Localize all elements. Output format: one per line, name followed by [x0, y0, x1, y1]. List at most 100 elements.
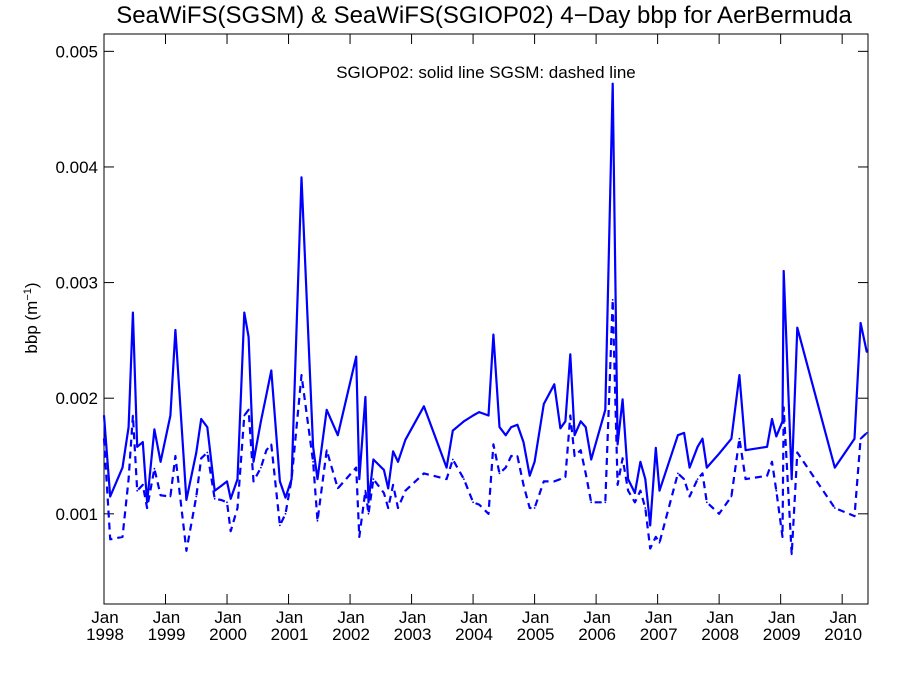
data-point-sgsm	[766, 474, 768, 477]
data-point-sgsm	[423, 472, 425, 475]
data-point-sgsm	[611, 299, 614, 301]
data-point-sgsm	[533, 507, 536, 509]
data-point-sgiop02	[270, 369, 273, 372]
data-point-sgsm	[790, 553, 793, 556]
series-line-sgiop02	[102, 82, 868, 527]
data-point-sgsm	[516, 455, 519, 457]
data-point-sgsm	[284, 512, 287, 515]
data-point-sgsm	[146, 507, 149, 509]
data-point-sgiop02	[220, 485, 222, 487]
data-point-sgiop02	[141, 441, 144, 443]
x-tick-year-label: 2006	[578, 625, 616, 644]
data-point-sgsm	[649, 547, 652, 550]
data-point-sgsm	[109, 538, 112, 541]
data-point-sgiop02	[621, 398, 624, 401]
data-point-sgiop02	[654, 447, 657, 449]
data-point-sgsm	[247, 408, 250, 411]
data-point-sgiop02	[696, 445, 699, 448]
data-point-sgsm	[853, 515, 856, 517]
data-point-sgsm	[569, 414, 572, 417]
data-point-sgsm	[355, 466, 358, 469]
x-tick-year-label: 2001	[271, 625, 309, 644]
data-point-sgiop02	[504, 434, 507, 437]
data-point-sgiop02	[688, 466, 691, 469]
data-point-sgiop02	[744, 449, 747, 452]
data-point-sgsm	[372, 478, 375, 480]
data-point-sgiop02	[252, 460, 255, 463]
plot-frame	[103, 33, 869, 605]
data-point-sgsm	[463, 478, 465, 480]
data-point-sgsm	[553, 480, 556, 483]
data-point-sgiop02	[300, 176, 303, 179]
x-tick-year-label: 2003	[394, 625, 432, 644]
data-point-sgiop02	[771, 418, 773, 420]
data-point-sgiop02	[559, 427, 562, 430]
data-point-sgsm	[658, 541, 661, 544]
data-point-sgiop02	[516, 423, 519, 426]
data-point-sgiop02	[127, 426, 130, 428]
data-point-sgsm	[705, 501, 708, 504]
data-point-sgsm	[270, 443, 273, 446]
data-point-sgiop02	[542, 403, 545, 405]
data-point-sgsm	[487, 512, 490, 515]
x-tick-month-label: Jan	[276, 608, 303, 627]
y-axis-label-exponent: −1	[22, 288, 34, 301]
data-point-sgsm	[781, 536, 784, 538]
data-point-sgiop02	[533, 460, 536, 463]
data-point-sgiop02	[174, 329, 177, 331]
data-point-sgiop02	[284, 496, 287, 499]
data-point-sgiop02	[109, 495, 112, 498]
x-tick-year-label: 2000	[209, 625, 247, 644]
data-point-sgsm	[616, 484, 619, 486]
data-point-sgsm	[206, 451, 209, 454]
data-point-sgsm	[564, 475, 567, 478]
data-point-sgsm	[290, 478, 293, 480]
data-point-sgsm	[701, 472, 704, 475]
data-point-sgiop02	[279, 480, 281, 483]
data-point-sgsm	[738, 437, 741, 440]
data-point-sgiop02	[683, 432, 685, 434]
data-point-sgsm	[621, 457, 624, 460]
data-point-sgsm	[634, 501, 636, 504]
data-point-sgsm	[169, 495, 172, 498]
x-tick-month-label: Jan	[460, 608, 487, 627]
data-point-sgiop02	[865, 351, 868, 353]
y-axis-label-main: bbp (m	[22, 301, 41, 354]
data-point-sgsm	[542, 480, 545, 483]
data-point-sgiop02	[833, 466, 836, 469]
data-point-sgiop02	[510, 426, 513, 428]
data-point-sgsm	[573, 455, 576, 457]
data-point-sgiop02	[604, 408, 607, 411]
x-tick-year-label: 2002	[332, 625, 370, 644]
data-point-sgiop02	[738, 374, 741, 376]
data-point-sgsm	[387, 507, 390, 509]
data-point-sgsm	[121, 536, 124, 538]
data-point-sgiop02	[423, 405, 425, 408]
data-point-sgiop02	[397, 460, 399, 463]
data-point-sgsm	[325, 449, 328, 452]
x-tick-month-label: Jan	[337, 608, 364, 627]
data-point-sgsm	[103, 437, 105, 440]
data-point-sgsm	[859, 437, 862, 440]
data-point-sgsm	[404, 489, 407, 492]
data-point-sgsm	[260, 466, 262, 469]
chart-title: SeaWiFS(SGSM) & SeaWiFS(SGIOP02) 4−Day b…	[116, 2, 852, 29]
data-point-sgsm	[796, 451, 799, 454]
data-point-sgiop02	[325, 408, 328, 411]
data-point-sgiop02	[478, 411, 481, 413]
data-point-sgsm	[782, 406, 785, 409]
data-point-sgiop02	[730, 437, 733, 440]
data-point-sgiop02	[260, 420, 262, 423]
data-point-sgiop02	[229, 497, 232, 500]
data-point-sgsm	[584, 472, 587, 475]
data-point-sgiop02	[796, 326, 799, 329]
x-tick-month-label: Jan	[829, 608, 856, 627]
data-point-sgsm	[559, 478, 562, 480]
x-tick-month-label: Jan	[768, 608, 795, 627]
data-point-sgiop02	[265, 393, 268, 396]
data-point-sgsm	[312, 460, 314, 463]
data-point-sgiop02	[358, 478, 361, 480]
data-point-sgsm	[472, 501, 474, 504]
y-tick-label: 0.005	[55, 42, 98, 61]
data-point-sgiop02	[639, 460, 642, 463]
